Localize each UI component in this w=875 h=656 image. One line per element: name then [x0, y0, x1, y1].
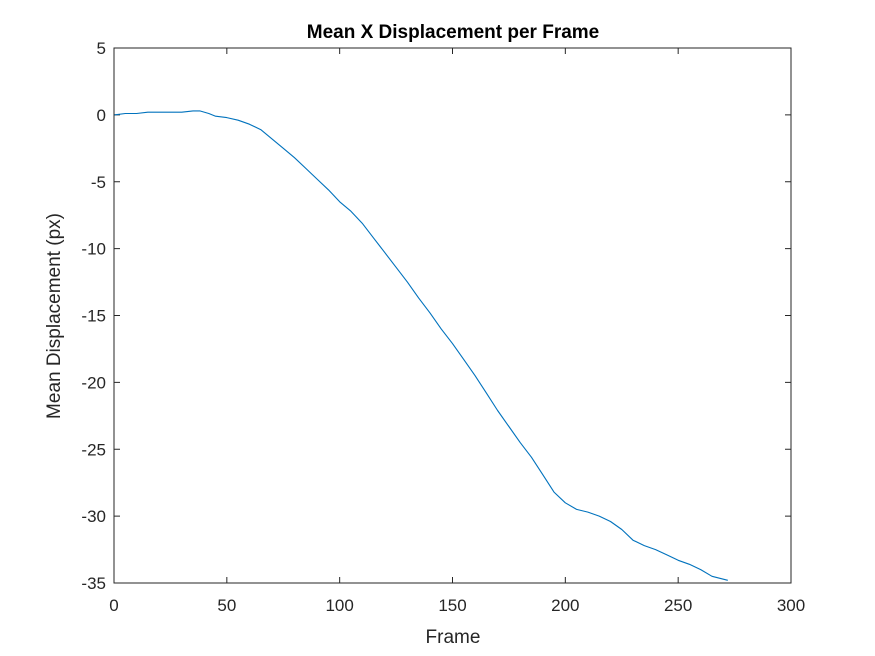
- x-axis-label: Frame: [426, 627, 481, 648]
- x-tick-label: 150: [438, 596, 466, 615]
- x-tick-label: 300: [777, 596, 805, 615]
- y-tick-label: -35: [81, 574, 106, 593]
- y-tick-label: -30: [81, 507, 106, 526]
- x-tick-label: 250: [664, 596, 692, 615]
- y-tick-label: -15: [81, 307, 106, 326]
- chart-title: Mean X Displacement per Frame: [307, 22, 600, 43]
- y-tick-label: -20: [81, 373, 106, 392]
- y-tick-label: -5: [91, 173, 106, 192]
- y-tick-label: -25: [81, 440, 106, 459]
- series-line: [113, 110, 728, 581]
- y-tick-label: -10: [81, 240, 106, 259]
- x-tick-label: 100: [325, 596, 353, 615]
- y-tick-label: 5: [97, 39, 106, 58]
- plot-area-frame: [113, 47, 792, 584]
- data-series: [113, 110, 728, 581]
- y-axis-label: Mean Displacement (px): [44, 213, 65, 419]
- x-tick-label: 200: [551, 596, 579, 615]
- x-tick-label: 0: [109, 596, 118, 615]
- x-tick-label: 50: [217, 596, 236, 615]
- y-tick-label: 0: [97, 106, 106, 125]
